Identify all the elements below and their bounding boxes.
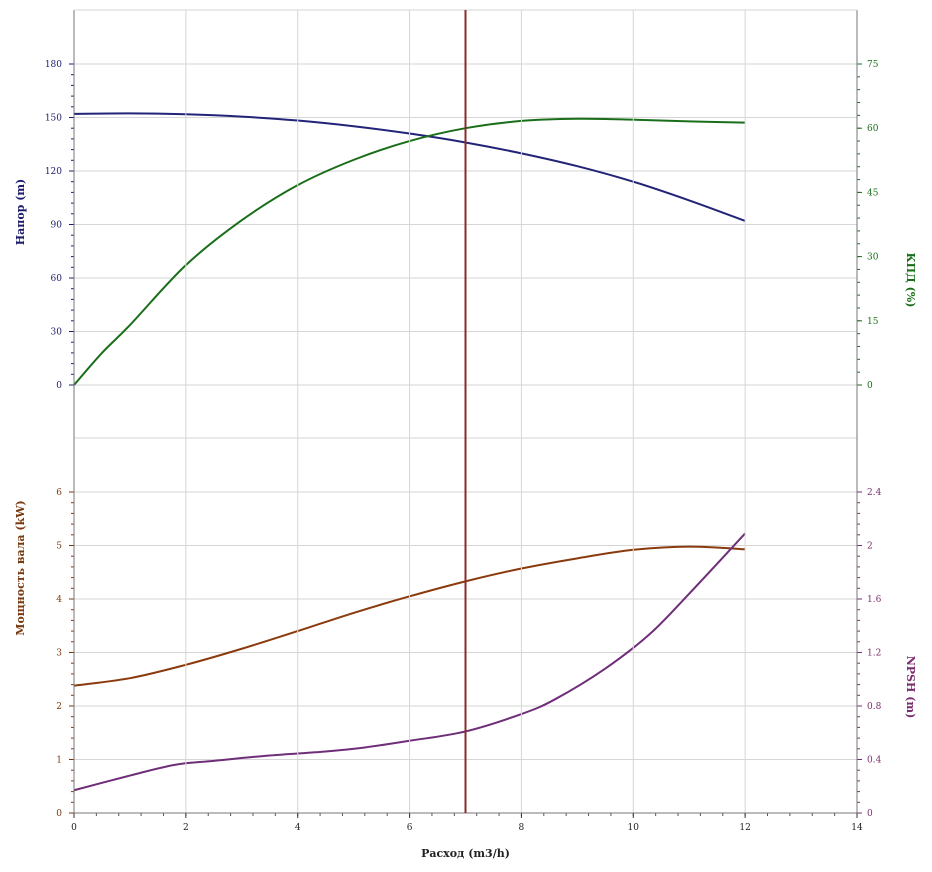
right-tick-label: 60 [867, 124, 879, 134]
left-tick-label: 5 [56, 542, 62, 552]
left-tick-label: 150 [45, 114, 62, 124]
x-tick-label: 8 [519, 823, 525, 833]
x-tick-label: 4 [295, 823, 301, 833]
right-tick-label: 1.6 [867, 595, 882, 605]
head-axis-title: Напор (m) [14, 179, 27, 245]
x-tick-label: 10 [628, 823, 640, 833]
right-tick-label: 2 [867, 542, 873, 552]
right-tick-label: 0 [867, 809, 873, 819]
x-tick-label: 12 [739, 823, 750, 833]
left-tick-label: 0 [56, 809, 62, 819]
left-tick-label: 0 [56, 381, 62, 391]
efficiency-axis-title: КПД (%) [904, 253, 917, 308]
left-tick-label: 120 [45, 167, 62, 177]
x-axis: 0 2 4 6 8 10 12 14 [71, 9, 863, 833]
left-tick-label: 180 [45, 60, 62, 70]
power-axis-title: Мощность вала (kW) [14, 500, 27, 635]
right-tick-label: 1.2 [867, 649, 881, 659]
x-tick-label: 14 [851, 823, 863, 833]
right-tick-label: 2.4 [867, 488, 882, 498]
left-tick-label: 6 [56, 488, 62, 498]
right-tick-label: 45 [867, 188, 879, 198]
x-tick-label: 0 [71, 823, 77, 833]
left-tick-label: 60 [51, 274, 63, 284]
left-tick-label: 30 [51, 328, 63, 338]
left-tick-label: 3 [56, 649, 62, 659]
right-tick-label: 75 [867, 60, 879, 70]
right-tick-label: 15 [867, 317, 879, 327]
right-tick-label: 0.4 [867, 756, 882, 766]
right-tick-label: 0.8 [867, 702, 882, 712]
npsh-axis-title: NPSH (m) [904, 656, 917, 719]
x-axis-title: Расход (m3/h) [421, 847, 510, 860]
x-tick-label: 6 [407, 823, 413, 833]
left-tick-label: 2 [56, 702, 62, 712]
series-line-кпд- [73, 117, 746, 386]
left-tick-label: 4 [56, 595, 62, 605]
x-tick-label: 2 [183, 823, 189, 833]
right-tick-label: 30 [867, 253, 879, 263]
left-tick-label: 1 [56, 756, 62, 766]
right-tick-label: 0 [867, 381, 873, 391]
left-tick-label: 90 [51, 221, 63, 231]
